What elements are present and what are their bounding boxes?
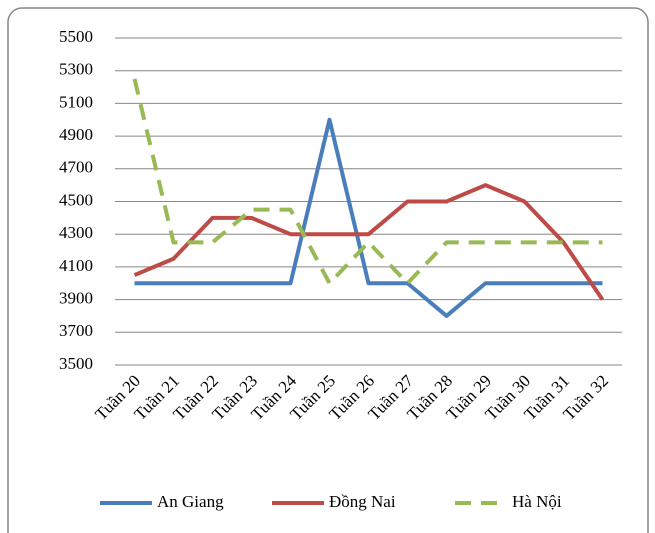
y-tick-label: 4900 <box>59 125 93 144</box>
y-tick-label: 3700 <box>59 321 93 340</box>
chart-frame <box>7 7 649 533</box>
y-tick-label: 4300 <box>59 223 93 242</box>
y-tick-label: 4500 <box>59 190 93 209</box>
series-line <box>133 183 605 301</box>
series-line <box>134 117 603 318</box>
y-tick-label: 4100 <box>59 256 93 275</box>
y-tick-label: 5500 <box>59 27 93 46</box>
y-tick-label: 3900 <box>59 289 93 308</box>
y-tick-label: 3500 <box>59 354 93 373</box>
legend-label: Hà Nội <box>512 492 562 511</box>
y-tick-label: 4700 <box>59 158 93 177</box>
series-line <box>132 78 603 286</box>
y-tick-label: 5300 <box>59 60 93 79</box>
legend-label: Đồng Nai <box>329 492 396 511</box>
y-tick-label: 5100 <box>59 92 93 111</box>
legend-label: An Giang <box>157 492 224 511</box>
